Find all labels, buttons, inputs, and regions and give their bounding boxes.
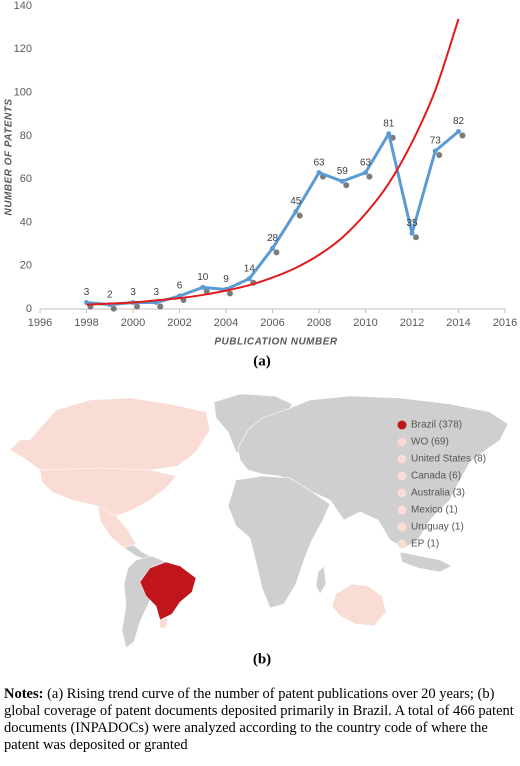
data-line (86, 130, 460, 307)
value-label: 63 (360, 157, 372, 168)
value-label: 2 (107, 289, 113, 300)
legend-label: Australia (3) (411, 488, 465, 499)
land (315, 565, 327, 595)
point-shadow (343, 182, 350, 189)
y-tick-label: 60 (20, 173, 32, 185)
point (200, 284, 206, 290)
x-tick-label: 2014 (446, 317, 470, 329)
country (39, 467, 177, 517)
x-tick-label: 1998 (74, 317, 98, 329)
country (9, 397, 211, 471)
point-shadow (134, 303, 140, 310)
country (331, 583, 387, 627)
notes-label: Notes: (4, 686, 44, 702)
point-shadow (296, 212, 303, 219)
point-shadow (413, 234, 419, 241)
legend-label: Mexico (1) (411, 505, 458, 516)
value-label: 81 (383, 118, 395, 129)
value-label: 45 (290, 196, 302, 207)
point (246, 276, 252, 282)
y-tick-label: 20 (20, 260, 32, 272)
y-tick-label: 140 (14, 0, 32, 12)
legend-dot (397, 437, 407, 447)
legend-dot (397, 454, 407, 464)
point (456, 129, 461, 135)
legend-label: Canada (6) (411, 471, 461, 482)
value-label: 63 (313, 157, 325, 168)
legend-label: United States (8) (411, 454, 486, 465)
legend-dot (397, 420, 407, 430)
x-tick-label: 1996 (28, 317, 52, 329)
point-shadow (157, 303, 164, 310)
value-label: 59 (337, 166, 349, 177)
value-label: 9 (223, 274, 229, 285)
value-label: 73 (430, 136, 442, 147)
line-chart: 0 20 40 60 80 100 120 140 1996 1998 2000 2002 2004 20… (4, 0, 518, 369)
legend-label: WO (69) (411, 437, 449, 448)
value-label: 35 (406, 218, 418, 229)
x-tick-label: 2016 (493, 317, 517, 329)
y-tick-label: 40 (20, 216, 32, 228)
point (270, 245, 275, 251)
x-tick-label: 2006 (260, 317, 284, 329)
x-tick-label: 2004 (214, 317, 238, 329)
value-label: 3 (84, 287, 90, 298)
legend-dot (397, 488, 407, 498)
point (432, 148, 438, 154)
y-tick-label: 120 (14, 43, 32, 55)
y-tick-label: 100 (14, 86, 32, 98)
country (139, 561, 197, 621)
notes-text: (a) Rising trend curve of the number of … (4, 686, 514, 753)
point-shadow (203, 288, 210, 295)
x-tick-label: 2008 (307, 317, 331, 329)
trend-line (86, 18, 460, 306)
caption: (a) (253, 353, 271, 369)
y-tick-label: 0 (26, 303, 32, 315)
value-label: 6 (177, 281, 183, 292)
value-label: 28 (267, 233, 279, 244)
point-shadow (366, 173, 373, 180)
point-shadow (436, 152, 443, 159)
point-shadow (273, 249, 280, 256)
legend-label: Uruguay (1) (411, 522, 464, 533)
value-label: 10 (197, 272, 209, 283)
point (293, 209, 299, 215)
point (363, 170, 368, 176)
point (316, 170, 322, 176)
x-axis-title: PUBLICATION NUMBER (214, 337, 338, 348)
legend-dot (397, 539, 407, 549)
point-shadow (459, 132, 466, 139)
country (97, 505, 137, 549)
x-tick-label: 2012 (400, 317, 424, 329)
figure: 0 20 40 60 80 100 120 140 1996 1998 2000 2002 2004 20… (4, 0, 518, 667)
x-tick-label: 2010 (353, 317, 377, 329)
x-tick-label: 2002 (167, 317, 191, 329)
y-tick-label: 80 (20, 130, 32, 142)
x-tick-label: 2000 (121, 317, 145, 329)
y-axis-title: NUMBER OF PATENTS (4, 98, 15, 215)
value-label: 82 (453, 116, 465, 127)
caption: (b) (253, 651, 271, 667)
map-chart: Brazil (378) WO (69) United States (8) Cana… (9, 397, 486, 667)
legend-dot (397, 522, 407, 532)
point (386, 131, 392, 137)
point-shadow (227, 290, 233, 297)
value-label: 3 (130, 287, 136, 298)
country (159, 617, 169, 629)
land (399, 551, 453, 573)
legend-dot (397, 471, 407, 481)
value-label: 3 (153, 287, 159, 298)
legend-label: EP (1) (411, 539, 439, 550)
notes: Notes: (a) Rising trend curve of the num… (4, 686, 516, 754)
legend-dot (397, 505, 407, 515)
land (227, 475, 331, 609)
value-label: 14 (244, 263, 256, 274)
point-shadow (110, 305, 117, 312)
legend-label: Brazil (378) (411, 420, 462, 431)
point (339, 178, 345, 184)
point (409, 230, 415, 236)
